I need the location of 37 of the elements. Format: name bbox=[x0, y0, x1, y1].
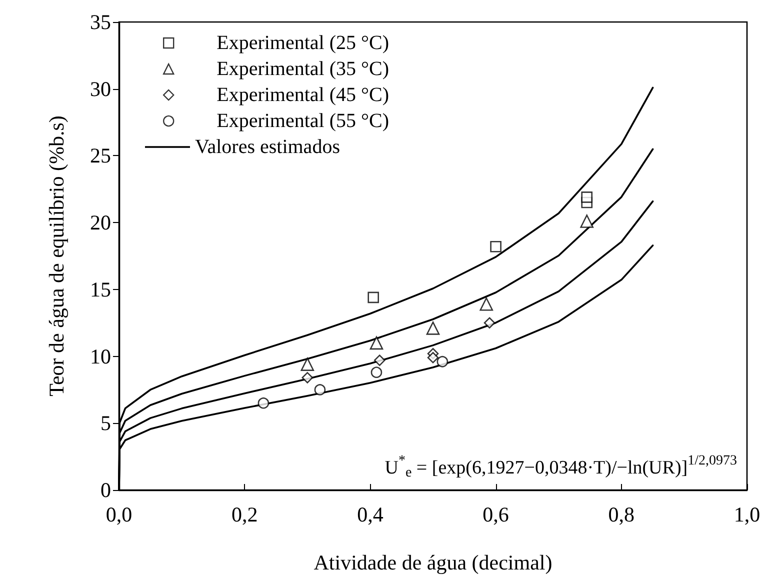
y-tick-label: 20 bbox=[90, 210, 111, 235]
y-axis-title: Teor de água de equilíbrio (%b.s) bbox=[44, 116, 68, 396]
y-tick-label: 25 bbox=[90, 144, 111, 168]
point bbox=[300, 358, 314, 371]
point bbox=[490, 240, 502, 252]
y-tick-label: 30 bbox=[90, 76, 111, 101]
y-tick-label: 10 bbox=[90, 344, 111, 368]
x-tick-label: 0,6 bbox=[482, 502, 509, 526]
x-tick-label: 0,4 bbox=[357, 502, 384, 526]
point bbox=[258, 397, 270, 409]
legend-label: Experimental (35 °C) bbox=[216, 58, 390, 80]
point bbox=[302, 372, 314, 384]
point bbox=[480, 297, 494, 311]
point bbox=[370, 336, 384, 350]
x-tick-label: 0,0 bbox=[106, 502, 132, 526]
point bbox=[314, 384, 326, 396]
y-tick-label: 35 bbox=[90, 10, 111, 34]
point bbox=[368, 292, 379, 304]
point bbox=[427, 352, 439, 364]
legend-label: Experimental (55 °C) bbox=[216, 110, 390, 132]
point bbox=[374, 354, 386, 366]
x-axis-title: Atividade de água (decimal) bbox=[314, 550, 552, 574]
legend-label: Valores estimados bbox=[195, 136, 340, 158]
y-tick-label: 5 bbox=[100, 411, 111, 436]
point bbox=[436, 356, 448, 368]
point bbox=[580, 214, 594, 228]
x-tick-label: 0,8 bbox=[608, 502, 635, 526]
y-tick-label: 15 bbox=[90, 277, 111, 302]
x-tick-label: 1,0 bbox=[734, 502, 760, 526]
y-tick-label: 0 bbox=[100, 478, 111, 502]
legend-label: Experimental (45 °C) bbox=[216, 84, 390, 106]
point bbox=[370, 366, 382, 378]
point bbox=[426, 322, 440, 335]
point bbox=[581, 192, 593, 203]
legend-label: Experimental (25 °C) bbox=[216, 32, 390, 54]
point bbox=[484, 317, 496, 329]
x-tick-label: 0,2 bbox=[231, 502, 258, 526]
